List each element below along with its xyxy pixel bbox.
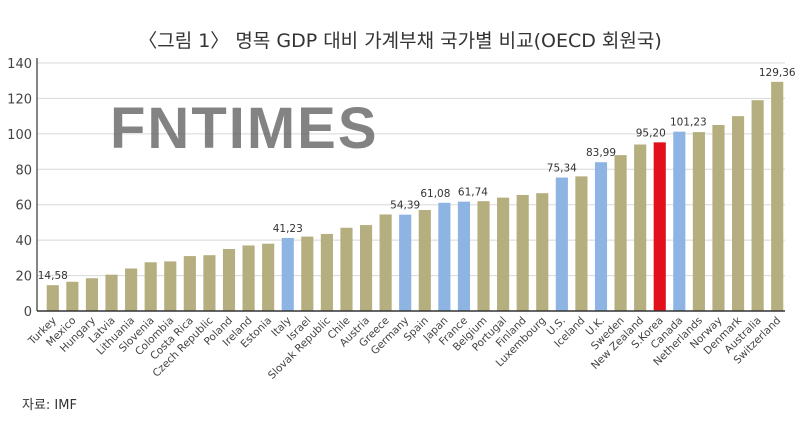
bar-colombia bbox=[164, 261, 177, 311]
bar-japan bbox=[438, 202, 451, 311]
y-tick-label: 0 bbox=[24, 305, 32, 320]
bar-germany bbox=[399, 214, 412, 311]
bar-hungary bbox=[85, 278, 99, 311]
chart-title: 〈그림 1〉 명목 GDP 대비 가계부채 국가별 비교(OECD 회원국) bbox=[138, 30, 662, 52]
data-label: 83,99 bbox=[586, 147, 616, 159]
y-tick-label: 120 bbox=[7, 92, 32, 107]
bar-austria bbox=[359, 225, 373, 311]
bar-greece bbox=[379, 214, 392, 311]
y-tick-label: 140 bbox=[7, 57, 32, 72]
bar-israel bbox=[301, 236, 314, 311]
y-tick-label: 60 bbox=[15, 199, 32, 214]
bar-mexico bbox=[66, 281, 79, 311]
bar-australia bbox=[751, 100, 764, 311]
bar-estonia bbox=[262, 243, 275, 311]
bar-iceland bbox=[575, 176, 588, 311]
bar-netherlands bbox=[692, 132, 705, 311]
bar-italy bbox=[281, 237, 294, 311]
source-note: 자료: IMF bbox=[22, 398, 77, 413]
data-label: 61,08 bbox=[420, 188, 450, 200]
data-label: 54,39 bbox=[390, 200, 420, 212]
bar-sweden bbox=[614, 155, 627, 311]
bar-new-zealand bbox=[634, 144, 647, 311]
data-label: 75,34 bbox=[547, 163, 577, 175]
bar-france bbox=[457, 201, 471, 311]
bar-portugal bbox=[497, 197, 510, 311]
bar-turkey bbox=[46, 285, 59, 311]
bar-costa-rica bbox=[183, 256, 196, 311]
bar-slovenia bbox=[144, 262, 157, 311]
bar-norway bbox=[712, 125, 725, 311]
bar-czech-republic bbox=[203, 255, 216, 311]
data-label: 95,20 bbox=[636, 127, 666, 139]
y-tick-label: 100 bbox=[7, 128, 32, 143]
y-tick-label: 20 bbox=[15, 270, 32, 285]
bar-u-s- bbox=[555, 177, 568, 311]
bar-chile bbox=[340, 227, 353, 311]
bar-spain bbox=[418, 210, 431, 311]
bar-s-korea bbox=[653, 142, 666, 311]
bar-u-k- bbox=[594, 162, 608, 311]
bar-canada bbox=[673, 131, 686, 311]
y-tick-label: 40 bbox=[15, 234, 32, 249]
data-label: 41,23 bbox=[273, 223, 303, 235]
bar-latvia bbox=[105, 274, 118, 311]
data-label: 61,74 bbox=[458, 187, 488, 199]
y-tick-label: 80 bbox=[15, 163, 32, 178]
bar-slovak-republic bbox=[320, 233, 333, 311]
data-label: 14,58 bbox=[38, 270, 68, 282]
watermark-logo: FNTIMES bbox=[110, 96, 379, 161]
bar-lithuania bbox=[125, 268, 138, 311]
data-label: 129,36 bbox=[759, 67, 796, 79]
bar-ireland bbox=[242, 245, 255, 311]
bar-denmark bbox=[731, 116, 745, 312]
bar-luxembourg bbox=[536, 193, 549, 311]
data-label: 101,23 bbox=[670, 117, 707, 129]
bar-belgium bbox=[477, 201, 490, 311]
bar-switzerland bbox=[771, 81, 784, 312]
bar-poland bbox=[222, 249, 236, 311]
bar-finland bbox=[516, 194, 529, 311]
